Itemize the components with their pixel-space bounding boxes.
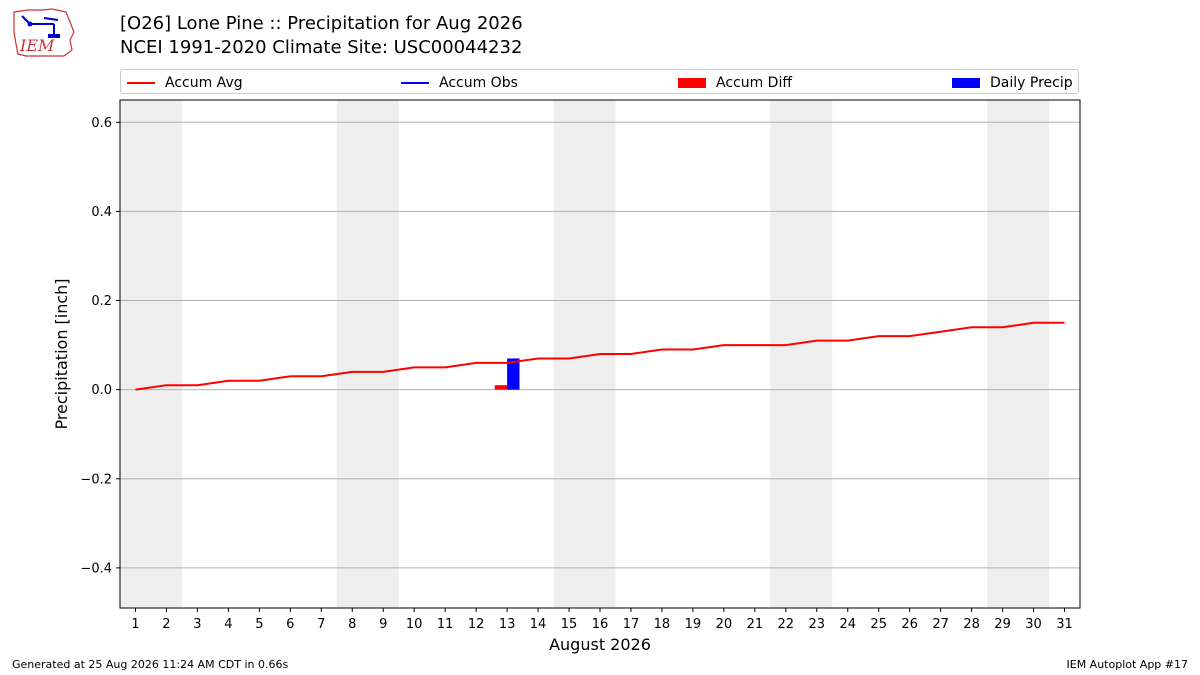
generated-timestamp: Generated at 25 Aug 2026 11:24 AM CDT in… [12, 658, 289, 671]
y-tick-label: 0.2 [91, 294, 112, 309]
x-tick-label: 2 [162, 617, 170, 632]
chart-subtitle: NCEI 1991-2020 Climate Site: USC00044232 [120, 37, 523, 58]
x-tick-label: 3 [193, 617, 201, 632]
x-tick-label: 10 [406, 617, 423, 632]
x-tick-label: 23 [809, 617, 826, 632]
y-tick-label: −0.2 [80, 472, 112, 487]
x-tick-label: 16 [592, 617, 609, 632]
x-tick-label: 1 [131, 617, 139, 632]
x-tick-label: 29 [994, 617, 1011, 632]
legend-label-daily-precip: Daily Precip [990, 74, 1073, 91]
x-tick-label: 21 [747, 617, 764, 632]
gridlines [120, 121, 1080, 569]
legend-swatch-accum-avg [127, 81, 155, 84]
weekend-band [120, 100, 182, 608]
x-tick-label: 27 [932, 617, 949, 632]
y-tick-label: 0.4 [91, 205, 112, 220]
legend-item-daily-precip: Daily Precip [952, 70, 1073, 95]
chart-title: [O26] Lone Pine :: Precipitation for Aug… [120, 13, 523, 34]
logo-text: IEM [19, 36, 55, 55]
weekend-band [770, 100, 833, 608]
x-tick-label: 7 [317, 617, 325, 632]
x-axis: 1 2 3 4 5 6 7 8 9 10 11 12 13 14 15 16 17 18 19 20 21 22 23 24 2… [131, 608, 1073, 632]
x-tick-label: 4 [224, 617, 232, 632]
x-tick-label: 25 [870, 617, 887, 632]
bar-accum-diff [494, 385, 508, 390]
x-tick-label: 12 [468, 617, 485, 632]
y-tick-label: 0.0 [91, 383, 112, 398]
y-axis-label: Precipitation [inch] [52, 278, 71, 429]
x-tick-label: 9 [379, 617, 387, 632]
weekend-band [987, 100, 1050, 608]
legend-item-accum-diff: Accum Diff [678, 70, 792, 95]
x-tick-label: 6 [286, 617, 294, 632]
x-tick-label: 24 [839, 617, 856, 632]
y-tick-label: −0.4 [80, 561, 112, 576]
bar-daily-precip [507, 358, 520, 390]
legend-item-accum-avg: Accum Avg [127, 70, 243, 95]
x-tick-label: 20 [716, 617, 733, 632]
x-tick-label: 22 [778, 617, 795, 632]
weekend-band [336, 100, 399, 608]
x-tick-label: 26 [901, 617, 918, 632]
x-tick-label: 19 [685, 617, 702, 632]
series-line-accum-avg [135, 321, 1065, 391]
weekend-bands [120, 100, 1050, 608]
x-tick-label: 5 [255, 617, 263, 632]
legend-label-accum-diff: Accum Diff [716, 74, 793, 91]
legend-swatch-accum-obs [401, 81, 429, 84]
x-tick-label: 28 [963, 617, 980, 632]
x-tick-label: 8 [348, 617, 356, 632]
legend-swatch-accum-diff [678, 77, 706, 88]
x-tick-label: 13 [499, 617, 516, 632]
legend-item-accum-obs: Accum Obs [401, 70, 518, 95]
iem-logo: IEM [13, 8, 75, 57]
legend-label-accum-avg: Accum Avg [165, 74, 243, 91]
y-axis: −0.4 −0.2 0.0 0.2 0.4 0.6 [80, 116, 120, 576]
x-tick-label: 30 [1025, 617, 1042, 632]
legend-swatch-daily-precip [952, 77, 980, 88]
x-tick-label: 31 [1056, 617, 1073, 632]
x-tick-label: 11 [437, 617, 454, 632]
line-series [135, 321, 1065, 391]
bar-series [494, 358, 520, 390]
x-tick-label: 18 [654, 617, 671, 632]
x-tick-label: 14 [530, 617, 547, 632]
x-tick-label: 15 [561, 617, 578, 632]
app-credit: IEM Autoplot App #17 [1066, 658, 1189, 671]
x-axis-label: August 2026 [549, 635, 651, 654]
chart-legend: Accum Avg Accum Obs Accum Diff Daily Pre… [120, 69, 1079, 94]
x-tick-label: 17 [623, 617, 640, 632]
y-tick-label: 0.6 [91, 116, 112, 131]
legend-label-accum-obs: Accum Obs [439, 74, 518, 91]
